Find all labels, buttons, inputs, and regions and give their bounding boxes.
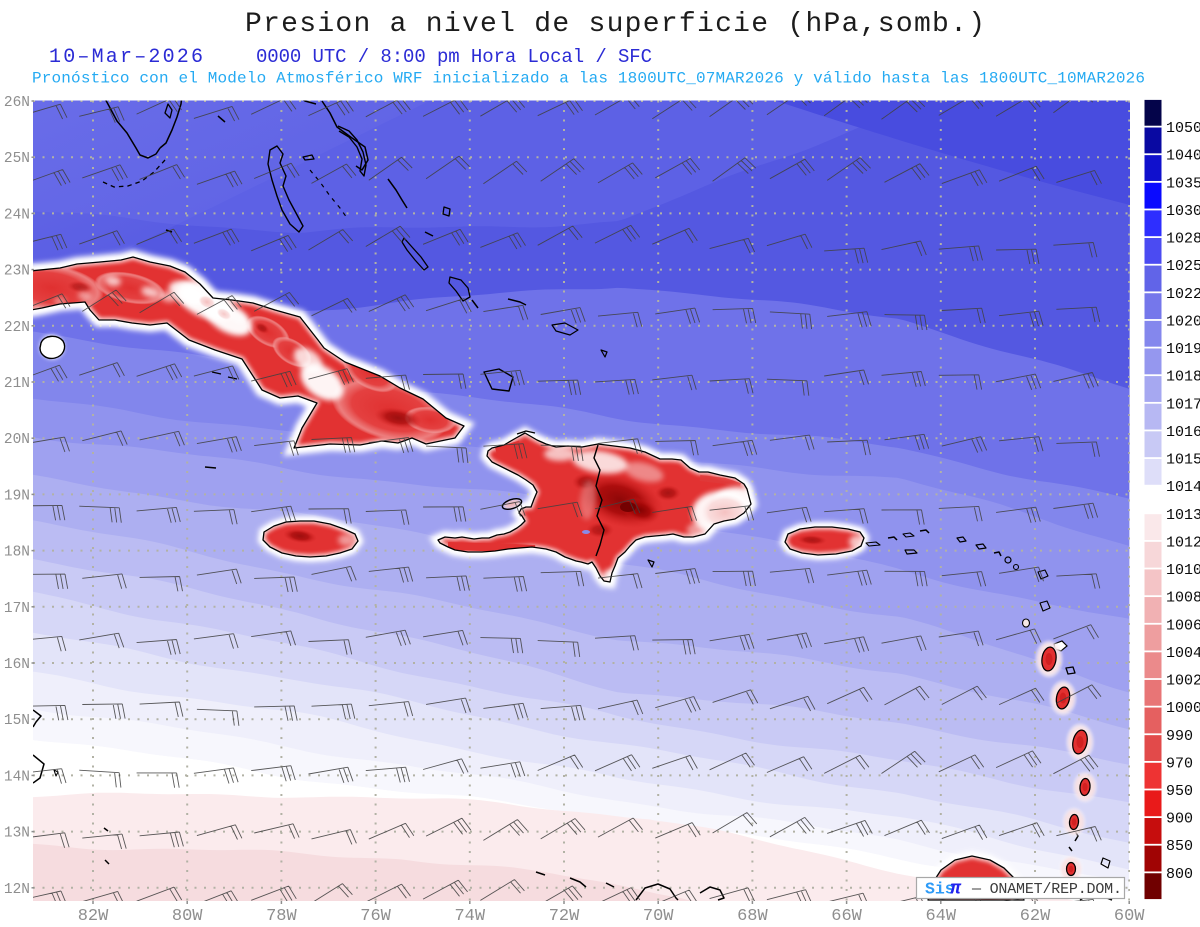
svg-text:26N: 26N — [4, 95, 30, 111]
svg-text:80W: 80W — [172, 907, 203, 926]
svg-text:1016: 1016 — [1166, 424, 1200, 441]
svg-text:1050: 1050 — [1166, 120, 1200, 137]
svg-text:1013: 1013 — [1166, 507, 1200, 524]
svg-text:76W: 76W — [360, 907, 391, 926]
svg-text:970: 970 — [1166, 755, 1193, 772]
svg-text:1000: 1000 — [1166, 700, 1200, 717]
svg-text:1019: 1019 — [1166, 341, 1200, 358]
svg-text:π: π — [950, 880, 962, 900]
svg-text:16N: 16N — [4, 657, 30, 673]
svg-text:14N: 14N — [4, 769, 30, 785]
svg-text:800: 800 — [1166, 866, 1193, 883]
svg-text:1040: 1040 — [1166, 148, 1200, 165]
svg-text:1010: 1010 — [1166, 562, 1200, 579]
svg-text:23N: 23N — [4, 264, 30, 280]
svg-text:18N: 18N — [4, 545, 30, 561]
svg-text:Presion a nivel de superficie: Presion a nivel de superficie (hPa,somb.… — [245, 9, 985, 40]
svg-text:1035: 1035 — [1166, 175, 1200, 192]
svg-text:990: 990 — [1166, 728, 1193, 745]
svg-text:68W: 68W — [737, 907, 768, 926]
svg-text:1006: 1006 — [1166, 617, 1200, 634]
svg-text:850: 850 — [1166, 838, 1193, 855]
svg-text:1017: 1017 — [1166, 396, 1200, 413]
svg-text:70W: 70W — [643, 907, 674, 926]
svg-text:1004: 1004 — [1166, 645, 1200, 662]
svg-text:22N: 22N — [4, 320, 30, 336]
svg-text:1002: 1002 — [1166, 673, 1200, 690]
svg-text:1020: 1020 — [1166, 314, 1200, 331]
svg-text:24N: 24N — [4, 207, 30, 223]
svg-text:Sis: Sis — [925, 880, 955, 899]
svg-text:1025: 1025 — [1166, 258, 1200, 275]
svg-text:72W: 72W — [549, 907, 580, 926]
svg-text:10–Mar–2026: 10–Mar–2026 — [49, 46, 203, 69]
svg-text:900: 900 — [1166, 811, 1193, 828]
svg-text:60W: 60W — [1114, 907, 1145, 926]
svg-text:1008: 1008 — [1166, 590, 1200, 607]
svg-text:64W: 64W — [925, 907, 956, 926]
svg-text:20N: 20N — [4, 432, 30, 448]
svg-text:15N: 15N — [4, 713, 30, 729]
svg-text:1015: 1015 — [1166, 452, 1200, 469]
svg-text:— ONAMET/REP.DOM.: — ONAMET/REP.DOM. — [971, 881, 1122, 898]
svg-text:950: 950 — [1166, 783, 1193, 800]
svg-text:0000 UTC / 8:00 pm Hora Local: 0000 UTC / 8:00 pm Hora Local / SFC — [256, 46, 652, 68]
svg-text:74W: 74W — [454, 907, 485, 926]
svg-text:12N: 12N — [4, 882, 30, 898]
svg-text:21N: 21N — [4, 376, 30, 392]
svg-text:1012: 1012 — [1166, 534, 1200, 551]
svg-text:Pronóstico con el Modelo Atmos: Pronóstico con el Modelo Atmosférico WRF… — [32, 70, 1145, 88]
svg-text:82W: 82W — [78, 907, 109, 926]
svg-text:1030: 1030 — [1166, 203, 1200, 220]
svg-text:19N: 19N — [4, 488, 30, 504]
svg-text:17N: 17N — [4, 601, 30, 617]
svg-text:62W: 62W — [1020, 907, 1051, 926]
svg-text:66W: 66W — [831, 907, 862, 926]
svg-text:1014: 1014 — [1166, 479, 1200, 496]
svg-text:1028: 1028 — [1166, 231, 1200, 248]
svg-text:1022: 1022 — [1166, 286, 1200, 303]
svg-text:1018: 1018 — [1166, 369, 1200, 386]
svg-text:13N: 13N — [4, 826, 30, 842]
svg-text:78W: 78W — [266, 907, 297, 926]
svg-text:25N: 25N — [4, 151, 30, 167]
